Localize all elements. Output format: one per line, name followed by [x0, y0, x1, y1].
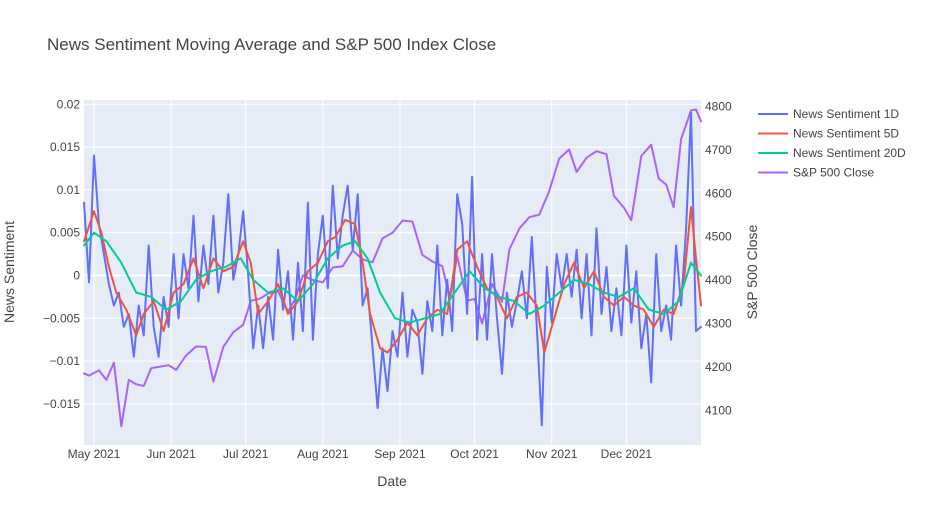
- y-tick-label: 0.01: [57, 183, 81, 197]
- y2-axis-title: S&P 500 Close: [744, 224, 760, 319]
- x-tick-label: Sep 2021: [374, 447, 426, 461]
- y-tick-label: −0.005: [43, 311, 80, 325]
- y-tick-label: −0.01: [50, 354, 81, 368]
- legend-item[interactable]: News Sentiment 1D: [758, 107, 899, 121]
- y-tick-label: 0.02: [57, 97, 81, 111]
- y-tick-label: 0: [73, 268, 80, 282]
- series-line-news-sentiment-20d: [83, 231, 702, 324]
- legend-item[interactable]: News Sentiment 20D: [758, 146, 906, 160]
- chart-title: News Sentiment Moving Average and S&P 50…: [47, 35, 496, 54]
- y2-tick-label: 4200: [705, 360, 732, 374]
- y-tick-label: −0.015: [43, 397, 80, 411]
- x-tick-label: Oct 2021: [450, 447, 499, 461]
- legend-item[interactable]: S&P 500 Close: [758, 166, 874, 180]
- x-axis-title: Date: [377, 473, 407, 489]
- x-tick-label: Jun 2021: [146, 447, 196, 461]
- legend-label: S&P 500 Close: [793, 166, 874, 180]
- x-tick-label: Jul 2021: [223, 447, 269, 461]
- legend-label: News Sentiment 5D: [793, 127, 899, 141]
- y2-tick-label: 4500: [705, 230, 732, 244]
- y2-tick-label: 4100: [705, 403, 732, 417]
- y-axis-title: News Sentiment: [1, 221, 17, 323]
- y2-tick-label: 4800: [705, 100, 732, 114]
- x-tick-label: Nov 2021: [526, 447, 578, 461]
- y2-tick-label: 4400: [705, 273, 732, 287]
- y2-tick-label: 4700: [705, 143, 732, 157]
- x-tick-label: May 2021: [68, 447, 121, 461]
- y-tick-label: 0.005: [50, 226, 80, 240]
- legend-label: News Sentiment 1D: [793, 107, 899, 121]
- tick-labels: −0.015 −0.01 −0.005 0 0.005 0.01 0.015 0.02 May …: [43, 97, 732, 461]
- legend-item[interactable]: News Sentiment 5D: [758, 127, 899, 141]
- x-tick-label: Aug 2021: [297, 447, 349, 461]
- legend[interactable]: News Sentiment 1D News Sentiment 5D News S…: [758, 107, 906, 180]
- series-layer: [83, 108, 702, 428]
- series-line-s-p-500-close: [83, 108, 702, 428]
- y2-tick-label: 4300: [705, 316, 732, 330]
- series-line-news-sentiment-5d: [83, 206, 702, 354]
- legend-label: News Sentiment 20D: [793, 146, 906, 160]
- y2-tick-label: 4600: [705, 186, 732, 200]
- plot-area: [84, 100, 701, 445]
- y-tick-label: 0.015: [50, 140, 80, 154]
- x-tick-label: Dec 2021: [601, 447, 653, 461]
